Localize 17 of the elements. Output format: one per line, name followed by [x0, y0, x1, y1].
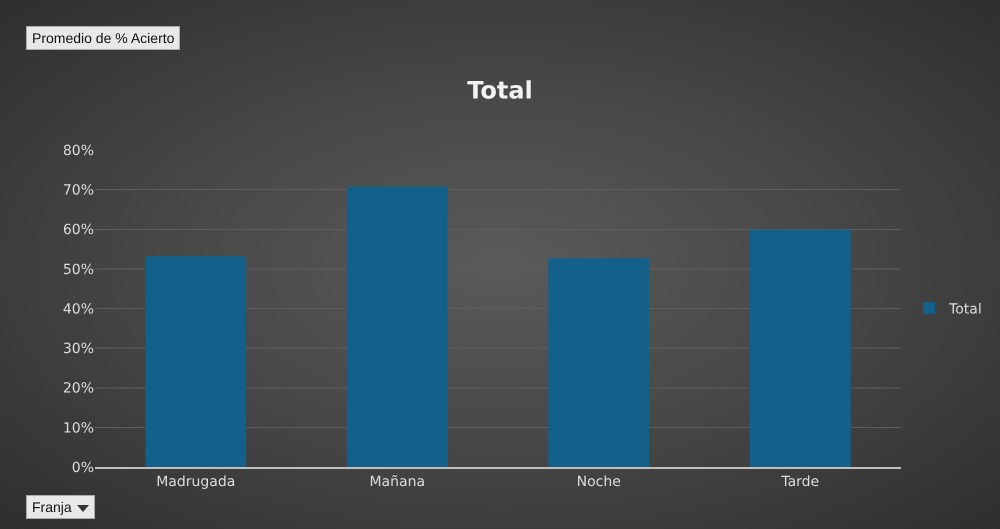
- y-tick-label: 10%: [62, 420, 94, 436]
- y-tick-label: 30%: [62, 341, 94, 358]
- y-tick-label: 80%: [62, 142, 94, 159]
- x-tick-label: Noche: [576, 474, 621, 490]
- y-tick-label: 0%: [72, 460, 94, 476]
- x-tick-label: Tarde: [780, 474, 820, 490]
- y-tick-label: 20%: [62, 380, 94, 397]
- y-tick-label: 70%: [62, 182, 94, 199]
- text: Promedio de % Acierto: [32, 30, 174, 46]
- text: Franja: [32, 499, 72, 515]
- y-tick-label: 50%: [62, 262, 94, 278]
- x-tick-label: Mañana: [369, 474, 426, 490]
- chart-title: Total: [467, 76, 533, 104]
- y-tick-label: 40%: [62, 301, 94, 318]
- x-tick-label: Madrugada: [156, 474, 236, 490]
- y-tick-label: 60%: [62, 222, 94, 238]
- legend-label: Total: [948, 302, 982, 318]
